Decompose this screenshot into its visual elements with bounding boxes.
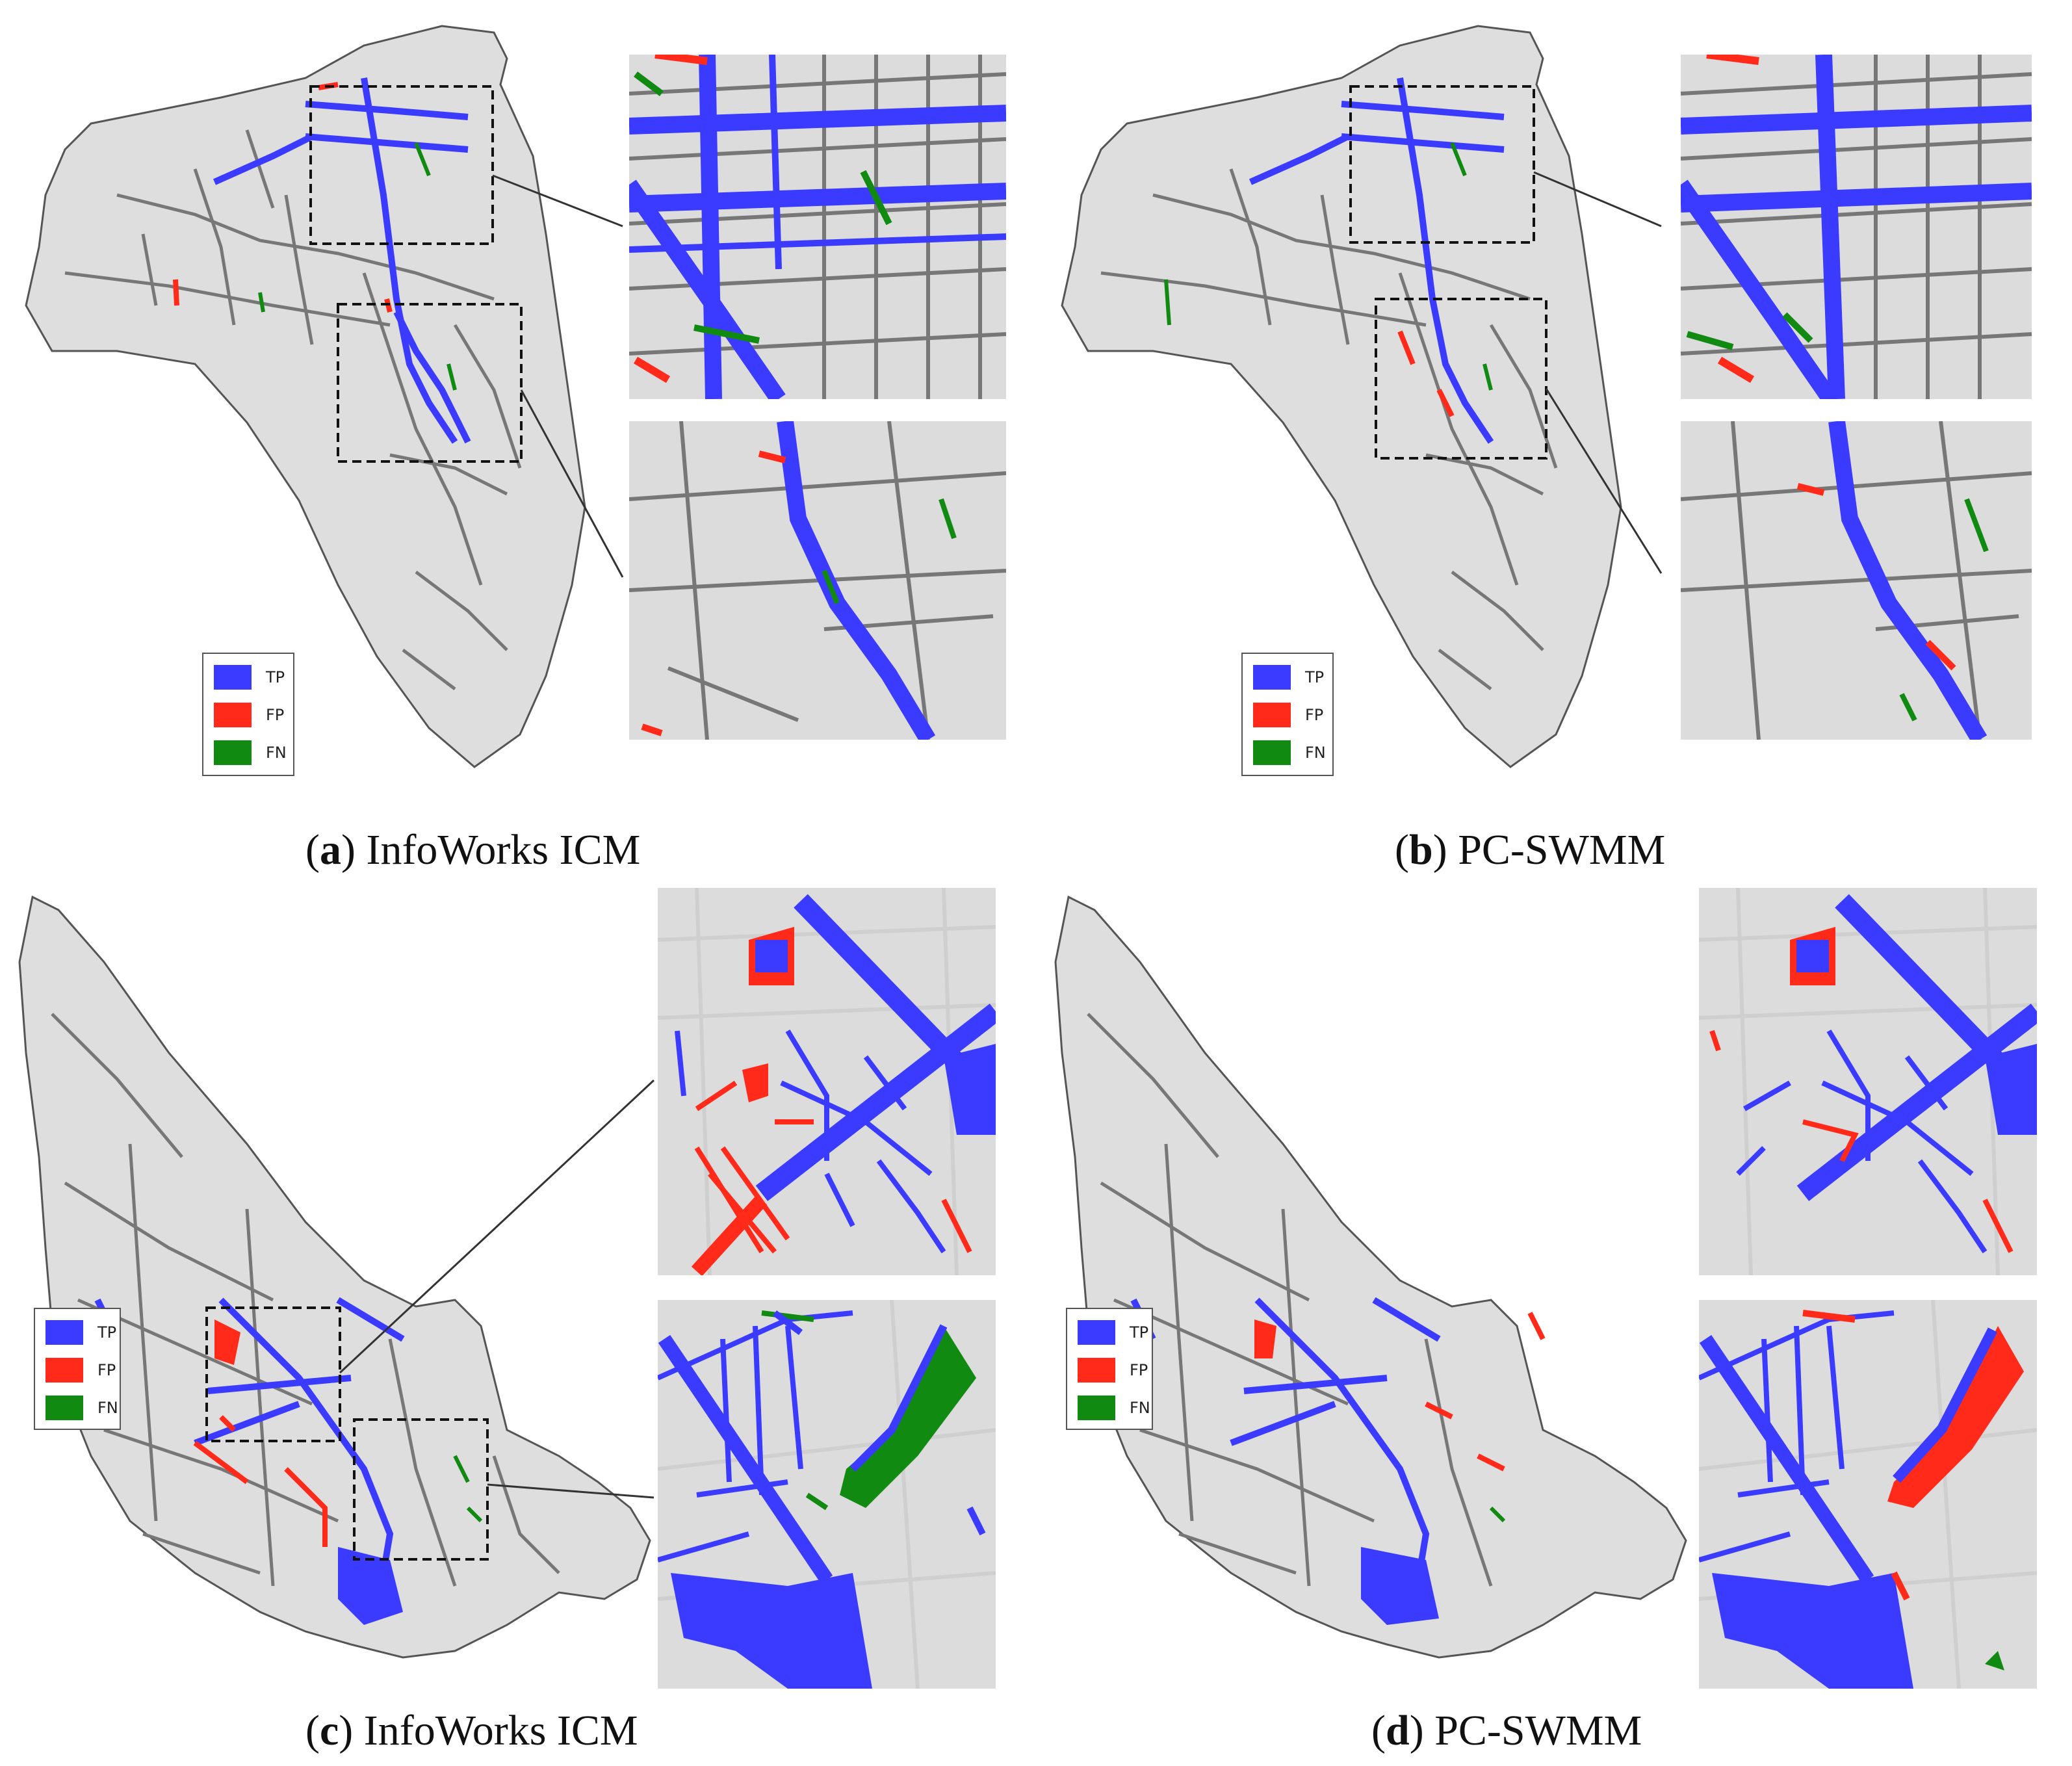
street-network-a xyxy=(64,129,522,690)
zoom-box-lower-b xyxy=(1375,298,1548,460)
legend-label-tp: TP xyxy=(266,668,285,686)
zoom-box-upper-c xyxy=(205,1306,341,1442)
legend-label-tp: TP xyxy=(97,1323,117,1342)
legend-label-fp: FP xyxy=(97,1361,116,1379)
flood-network-fn-d xyxy=(1489,1506,1506,1523)
legend-label-fn: FN xyxy=(97,1399,118,1417)
flood-patch-tp-c xyxy=(338,1547,403,1625)
caption-a: (a) InfoWorks ICM xyxy=(305,826,641,874)
flood-network-tp-b xyxy=(1249,77,1505,444)
caption-text-a: InfoWorks ICM xyxy=(366,826,641,874)
catchment-boundary-b xyxy=(1061,25,1622,768)
zoom-arrow-upper-c xyxy=(339,1079,655,1374)
flood-network-fp-d xyxy=(1425,1312,1546,1472)
zoom-inset-lower-a xyxy=(629,421,1006,740)
legend-swatch-fp xyxy=(45,1358,83,1383)
zoom-arrow-lower-a xyxy=(520,389,624,578)
flood-network-fn-a xyxy=(258,142,457,391)
caption-letter-a: a xyxy=(319,826,341,874)
panel-d: TP FP FN (d) PC-SWMM xyxy=(1036,884,2072,1766)
zoom-inset-upper-c xyxy=(658,888,996,1275)
flood-patch-fp-c xyxy=(214,1319,240,1365)
catchment-boundary-d xyxy=(1054,895,1687,1659)
caption-text-c: InfoWorks ICM xyxy=(363,1707,638,1754)
caption-letter-c: c xyxy=(319,1707,339,1754)
zoom-box-upper-a xyxy=(309,85,494,245)
legend-label-fp: FP xyxy=(1130,1361,1148,1379)
legend-label-fp: FP xyxy=(1305,706,1324,724)
zoom-inset-upper-b xyxy=(1681,55,2032,399)
caption-text-d: PC-SWMM xyxy=(1434,1707,1642,1754)
legend-c: TP FP FN xyxy=(34,1308,121,1430)
legend-d: TP FP FN xyxy=(1066,1308,1153,1430)
flood-network-tp-a xyxy=(213,77,471,444)
zoom-box-lower-c xyxy=(353,1418,489,1561)
caption-d: (d) PC-SWMM xyxy=(1371,1707,1642,1754)
legend-swatch-tp xyxy=(214,665,252,690)
legend-label-fn: FN xyxy=(1305,744,1326,762)
zoom-inset-upper-a xyxy=(629,55,1006,399)
zoom-box-upper-b xyxy=(1349,85,1535,244)
flood-network-fp-b xyxy=(1397,330,1455,417)
catchment-boundary-a xyxy=(25,25,586,768)
legend-b: TP FP FN xyxy=(1241,653,1334,776)
zoom-arrow-lower-b xyxy=(1545,388,1663,574)
catchment-map-a xyxy=(25,25,624,768)
panel-c: TP FP FN (c) InfoWorks ICM xyxy=(0,884,1036,1766)
legend-swatch-tp xyxy=(1078,1320,1115,1345)
caption-letter-d: d xyxy=(1385,1707,1410,1754)
zoom-inset-lower-b xyxy=(1681,421,2032,740)
flood-patch-tp-d xyxy=(1361,1547,1439,1625)
zoom-inset-lower-c xyxy=(658,1300,996,1689)
legend-swatch-fn xyxy=(1253,740,1291,765)
caption-c: (c) InfoWorks ICM xyxy=(305,1707,638,1754)
legend-swatch-fp xyxy=(1078,1358,1115,1383)
catchment-map-b xyxy=(1061,25,1663,768)
zoom-arrow-upper-b xyxy=(1533,171,1662,227)
caption-letter-b: b xyxy=(1408,826,1433,874)
zoom-inset-lower-d xyxy=(1699,1300,2037,1689)
legend-label-tp: TP xyxy=(1130,1323,1149,1342)
legend-swatch-tp xyxy=(1253,665,1291,690)
legend-swatch-fn xyxy=(214,740,252,765)
legend-swatch-fp xyxy=(214,703,252,727)
zoom-box-lower-a xyxy=(337,303,523,463)
panel-a: TP FP FN (a) InfoWorks ICM xyxy=(0,0,1036,884)
flood-patch-fp-d xyxy=(1254,1319,1276,1358)
caption-b: (b) PC-SWMM xyxy=(1395,826,1666,874)
panel-b: TP FP FN (b) PC-SWMM xyxy=(1036,0,2072,884)
caption-text-b: PC-SWMM xyxy=(1458,826,1666,874)
legend-label-fn: FN xyxy=(1130,1399,1150,1417)
zoom-arrow-lower-c xyxy=(487,1483,654,1499)
legend-label-fn: FN xyxy=(266,744,287,762)
zoom-arrow-upper-a xyxy=(492,174,623,227)
legend-swatch-fn xyxy=(1078,1396,1115,1420)
catchment-boundary-c xyxy=(18,895,651,1659)
flood-network-fp-c xyxy=(193,1415,328,1547)
legend-swatch-fn xyxy=(45,1396,83,1420)
legend-label-tp: TP xyxy=(1305,668,1325,686)
catchment-map-c xyxy=(18,895,655,1659)
legend-label-fp: FP xyxy=(266,706,285,724)
flood-network-fn-b xyxy=(1164,142,1493,391)
legend-swatch-fp xyxy=(1253,703,1291,727)
street-network-c xyxy=(51,1013,560,1587)
flood-network-fn-c xyxy=(453,1455,483,1523)
zoom-inset-upper-d xyxy=(1699,888,2037,1275)
legend-swatch-tp xyxy=(45,1320,83,1345)
street-network-b xyxy=(1100,168,1558,690)
legend-a: TP FP FN xyxy=(202,653,294,776)
